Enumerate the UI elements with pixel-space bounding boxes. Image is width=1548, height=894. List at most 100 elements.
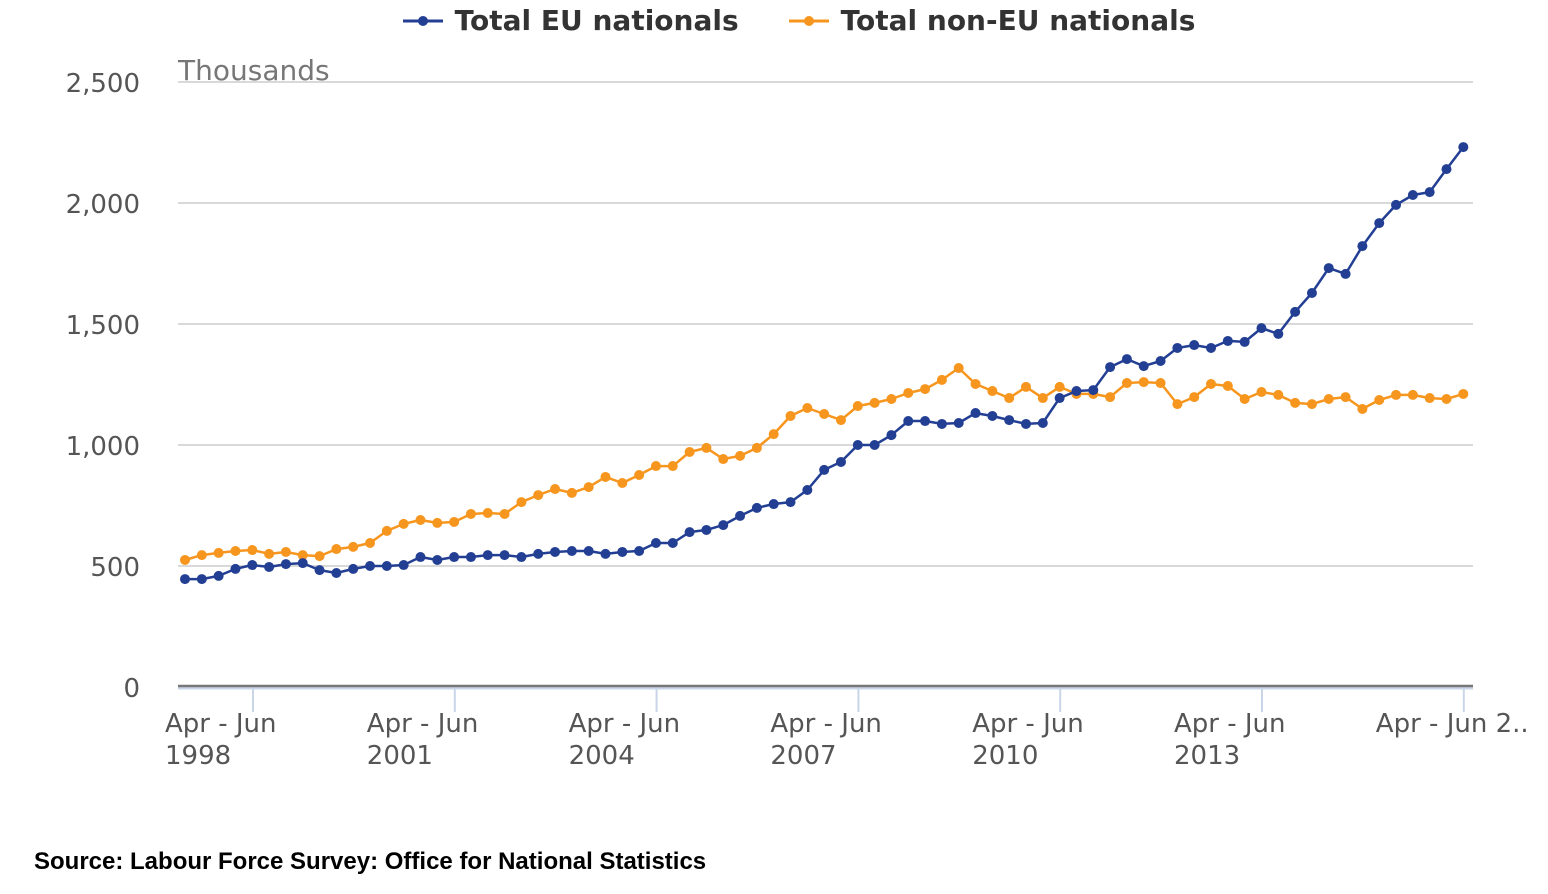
- data-point[interactable]: [247, 560, 258, 571]
- data-point[interactable]: [482, 508, 493, 519]
- data-point[interactable]: [1189, 392, 1200, 403]
- data-point[interactable]: [1054, 381, 1065, 392]
- data-point[interactable]: [314, 551, 325, 562]
- data-point[interactable]: [465, 552, 476, 563]
- data-point[interactable]: [465, 508, 476, 519]
- data-point[interactable]: [903, 387, 914, 398]
- data-point[interactable]: [180, 554, 190, 565]
- data-point[interactable]: [516, 552, 527, 563]
- data-point[interactable]: [381, 525, 392, 536]
- data-point[interactable]: [533, 490, 544, 501]
- data-point[interactable]: [280, 559, 291, 570]
- data-point[interactable]: [1441, 164, 1452, 175]
- data-point[interactable]: [1155, 378, 1166, 389]
- data-point[interactable]: [1105, 362, 1116, 373]
- data-point[interactable]: [432, 554, 443, 565]
- data-point[interactable]: [852, 401, 863, 412]
- data-point[interactable]: [903, 416, 914, 427]
- data-point[interactable]: [516, 497, 527, 508]
- data-point[interactable]: [196, 550, 207, 561]
- data-point[interactable]: [1273, 389, 1284, 400]
- data-point[interactable]: [1357, 403, 1368, 414]
- data-point[interactable]: [768, 499, 779, 510]
- data-point[interactable]: [1121, 354, 1132, 365]
- data-point[interactable]: [348, 541, 359, 552]
- data-point[interactable]: [499, 508, 510, 519]
- data-point[interactable]: [718, 520, 729, 531]
- data-point[interactable]: [1222, 380, 1233, 391]
- data-point[interactable]: [1021, 418, 1031, 429]
- data-point[interactable]: [1071, 386, 1082, 397]
- data-point[interactable]: [331, 568, 342, 579]
- data-point[interactable]: [550, 484, 561, 495]
- data-point[interactable]: [482, 550, 493, 561]
- data-point[interactable]: [936, 374, 947, 385]
- data-point[interactable]: [785, 497, 796, 508]
- data-point[interactable]: [583, 545, 594, 556]
- data-point[interactable]: [1172, 399, 1183, 410]
- data-point[interactable]: [600, 471, 611, 482]
- data-point[interactable]: [684, 447, 695, 458]
- data-point[interactable]: [280, 546, 291, 557]
- data-point[interactable]: [1222, 335, 1233, 346]
- data-point[interactable]: [331, 544, 342, 555]
- data-point[interactable]: [1323, 263, 1334, 274]
- data-point[interactable]: [415, 552, 426, 563]
- data-point[interactable]: [650, 461, 661, 472]
- data-point[interactable]: [230, 545, 241, 556]
- legend-item-non-eu[interactable]: Total non-EU nationals: [788, 4, 1195, 37]
- data-point[interactable]: [1138, 361, 1149, 372]
- data-point[interactable]: [381, 561, 392, 571]
- data-point[interactable]: [398, 560, 409, 571]
- data-point[interactable]: [1391, 389, 1402, 400]
- data-point[interactable]: [785, 410, 796, 421]
- legend-item-eu[interactable]: Total EU nationals: [402, 4, 739, 37]
- data-point[interactable]: [398, 518, 409, 529]
- data-point[interactable]: [970, 379, 981, 390]
- data-point[interactable]: [566, 545, 577, 556]
- data-point[interactable]: [365, 538, 376, 549]
- data-point[interactable]: [953, 363, 964, 374]
- data-point[interactable]: [735, 450, 746, 461]
- data-point[interactable]: [415, 515, 426, 526]
- data-point[interactable]: [1424, 393, 1435, 404]
- data-point[interactable]: [852, 440, 863, 450]
- data-point[interactable]: [886, 394, 897, 405]
- data-point[interactable]: [751, 502, 762, 513]
- data-point[interactable]: [600, 548, 611, 559]
- data-point[interactable]: [1340, 392, 1351, 403]
- data-point[interactable]: [634, 470, 645, 481]
- data-point[interactable]: [617, 546, 628, 557]
- data-point[interactable]: [1121, 378, 1132, 389]
- data-point[interactable]: [247, 545, 258, 556]
- data-point[interactable]: [314, 565, 325, 576]
- data-point[interactable]: [650, 538, 661, 549]
- data-point[interactable]: [213, 547, 224, 558]
- data-point[interactable]: [886, 430, 897, 441]
- data-point[interactable]: [735, 510, 746, 521]
- data-point[interactable]: [1021, 381, 1031, 392]
- data-point[interactable]: [701, 524, 712, 535]
- data-point[interactable]: [297, 550, 308, 561]
- data-point[interactable]: [264, 548, 275, 559]
- data-point[interactable]: [1407, 190, 1418, 201]
- data-point[interactable]: [264, 561, 275, 572]
- data-point[interactable]: [1306, 288, 1317, 299]
- data-point[interactable]: [213, 570, 224, 581]
- data-point[interactable]: [348, 563, 359, 574]
- data-point[interactable]: [1424, 187, 1435, 198]
- data-point[interactable]: [1054, 393, 1065, 404]
- data-point[interactable]: [1391, 199, 1402, 210]
- data-point[interactable]: [869, 397, 880, 408]
- data-point[interactable]: [1256, 323, 1267, 334]
- data-point[interactable]: [365, 561, 376, 571]
- data-point[interactable]: [230, 563, 241, 574]
- data-point[interactable]: [701, 442, 712, 453]
- data-point[interactable]: [1037, 417, 1048, 428]
- data-point[interactable]: [1037, 393, 1048, 404]
- data-point[interactable]: [1323, 394, 1334, 405]
- data-point[interactable]: [819, 464, 830, 475]
- data-point[interactable]: [718, 454, 729, 465]
- data-point[interactable]: [936, 418, 947, 429]
- data-point[interactable]: [1138, 377, 1149, 388]
